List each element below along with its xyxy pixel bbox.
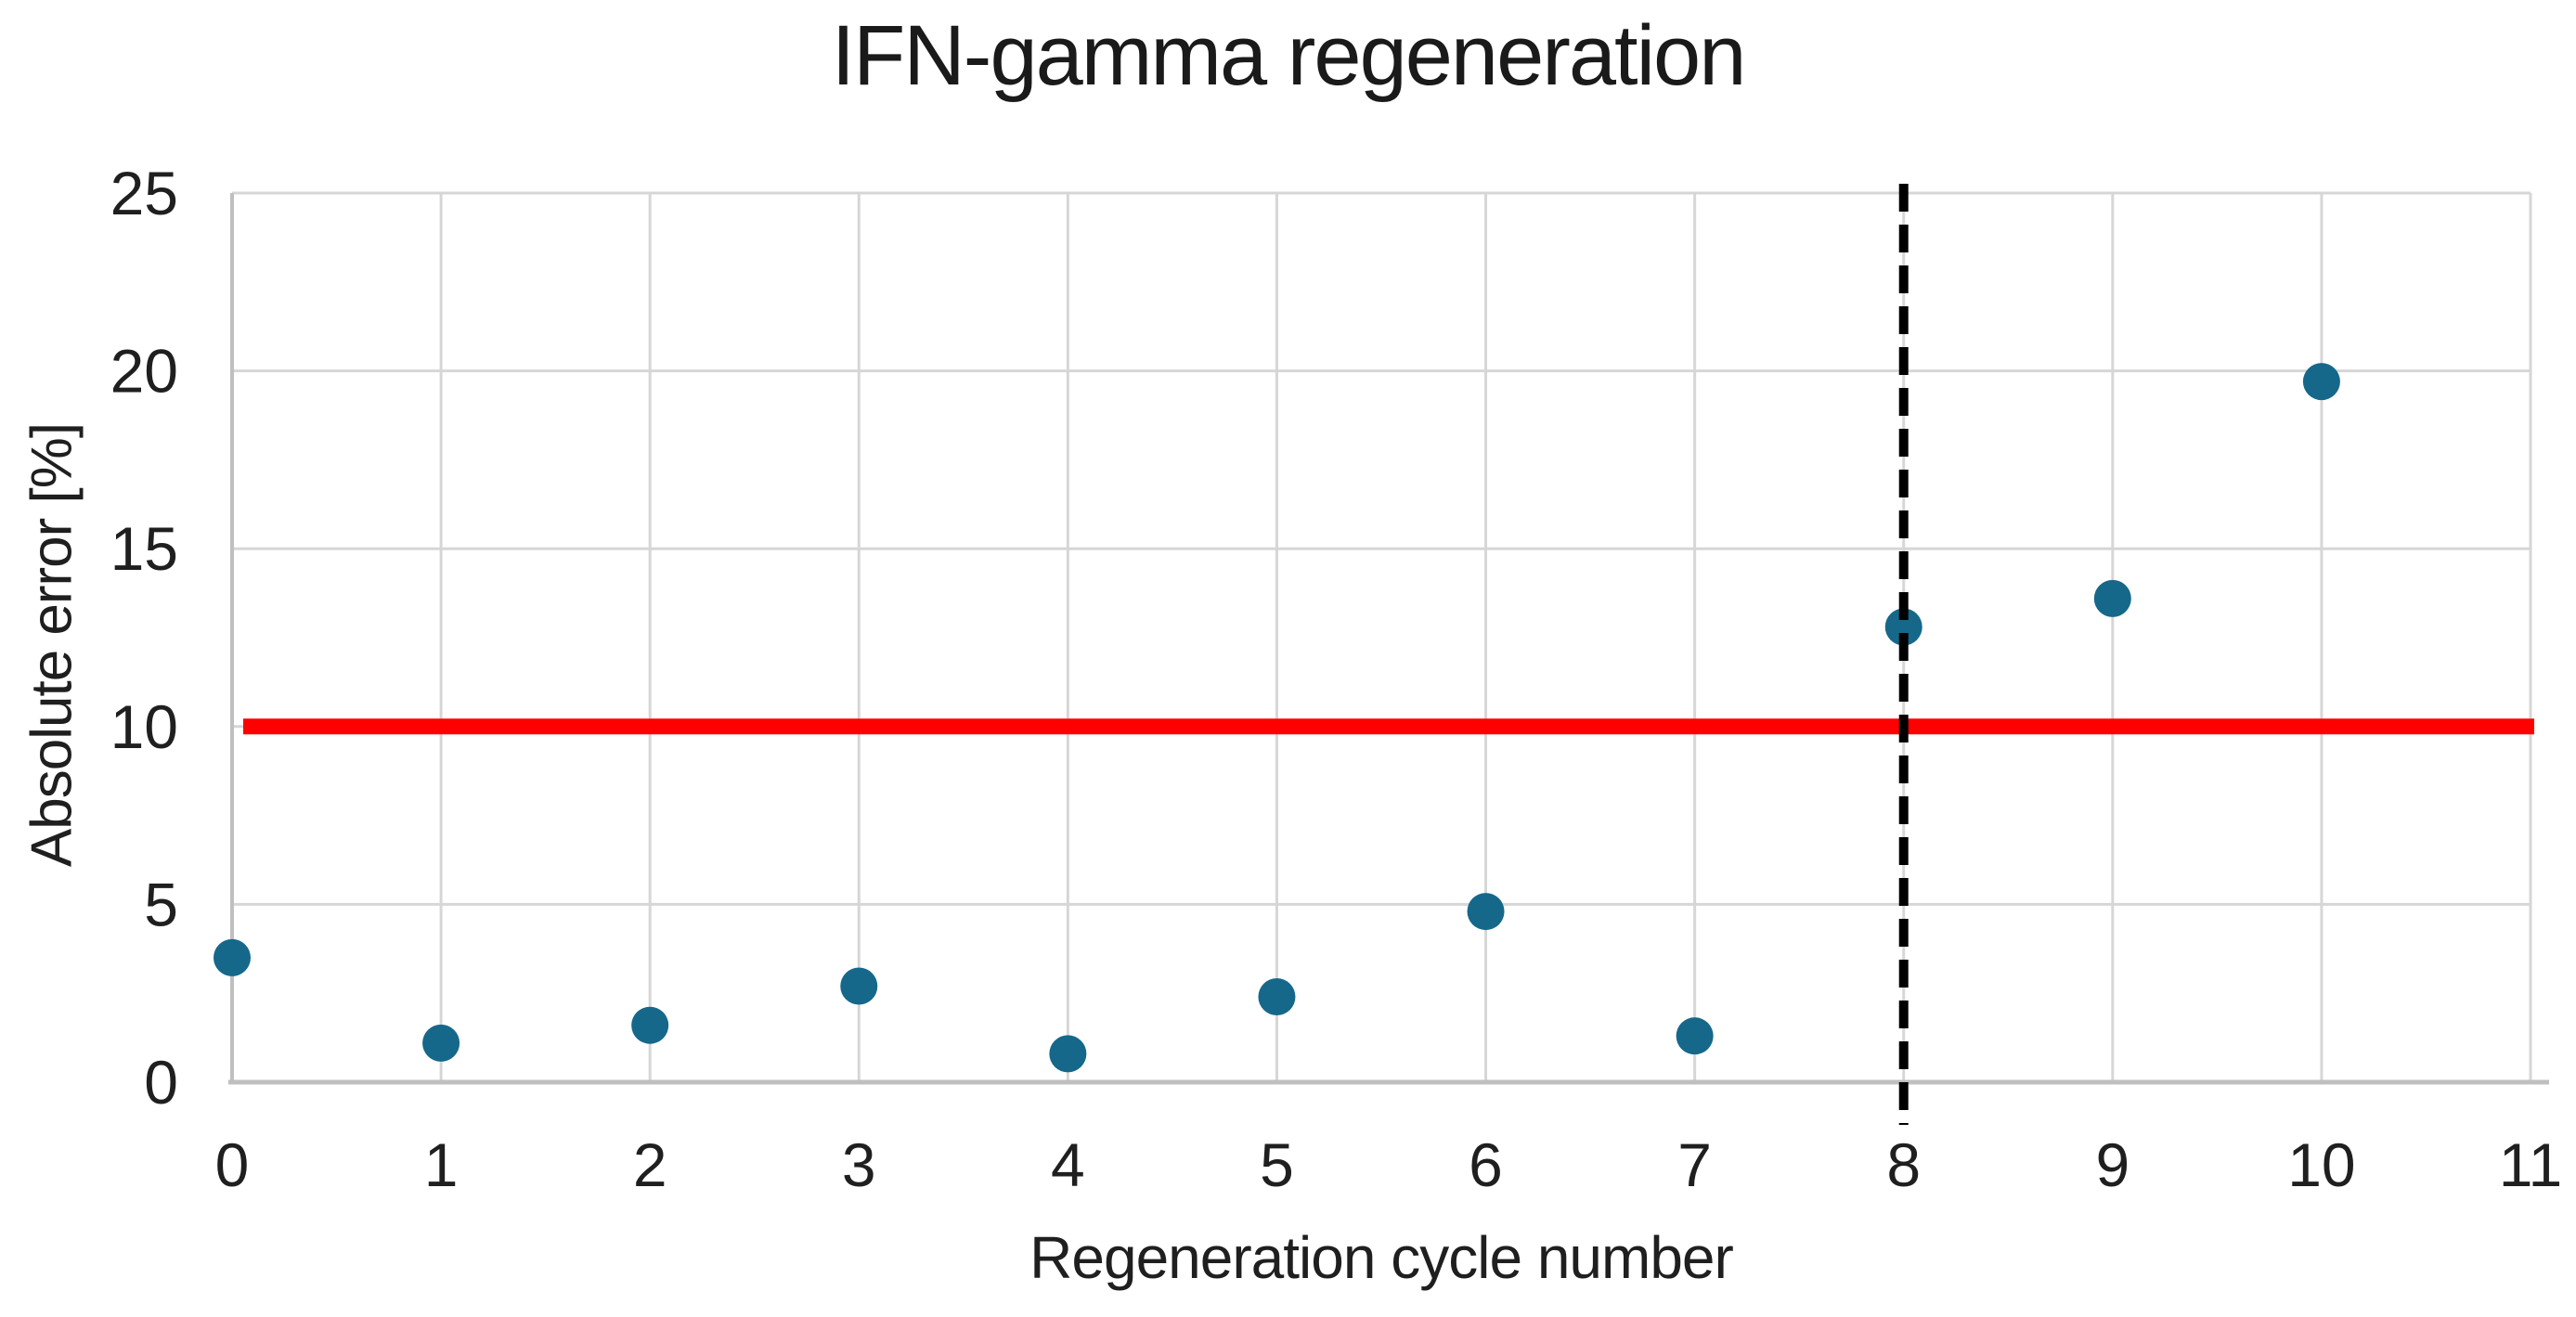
chart-title: IFN-gamma regeneration <box>831 8 1747 103</box>
data-point <box>1258 978 1296 1016</box>
y-tick-label: 20 <box>110 337 178 406</box>
x-tick-label: 9 <box>2095 1130 2129 1199</box>
y-tick-label: 10 <box>110 692 178 761</box>
x-tick-label: 0 <box>215 1130 250 1199</box>
x-tick-label: 6 <box>1469 1130 1503 1199</box>
data-point <box>631 1006 669 1044</box>
x-tick-label: 2 <box>633 1130 667 1199</box>
x-tick-label: 10 <box>2287 1130 2355 1199</box>
x-tick-label: 1 <box>424 1130 459 1199</box>
data-point <box>840 967 878 1005</box>
x-axis-title: Regeneration cycle number <box>1029 1224 1734 1291</box>
y-tick-label: 15 <box>110 514 178 583</box>
data-point <box>2302 363 2340 401</box>
data-point <box>1884 608 1922 646</box>
data-point <box>1467 893 1505 931</box>
x-tick-label: 5 <box>1260 1130 1294 1199</box>
data-points <box>214 363 2340 1073</box>
y-tick-label: 25 <box>110 159 178 227</box>
x-tick-label: 7 <box>1677 1130 1712 1199</box>
y-tick-label: 5 <box>144 870 178 938</box>
x-tick-label: 3 <box>842 1130 876 1199</box>
tick-labels: 0 5 10 15 20 25 0 1 2 3 4 5 6 7 8 9 10 11 <box>110 159 2563 1199</box>
x-tick-label: 4 <box>1051 1130 1085 1199</box>
axes <box>228 193 2549 1085</box>
gridlines <box>232 191 2532 1082</box>
x-tick-label: 11 <box>2499 1130 2563 1199</box>
data-point <box>2093 579 2131 617</box>
x-tick-label: 8 <box>1886 1130 1921 1199</box>
data-point <box>1049 1035 1087 1073</box>
data-point <box>422 1024 460 1062</box>
data-point <box>214 938 251 976</box>
y-tick-label: 0 <box>144 1048 178 1117</box>
data-point <box>1676 1017 1714 1055</box>
